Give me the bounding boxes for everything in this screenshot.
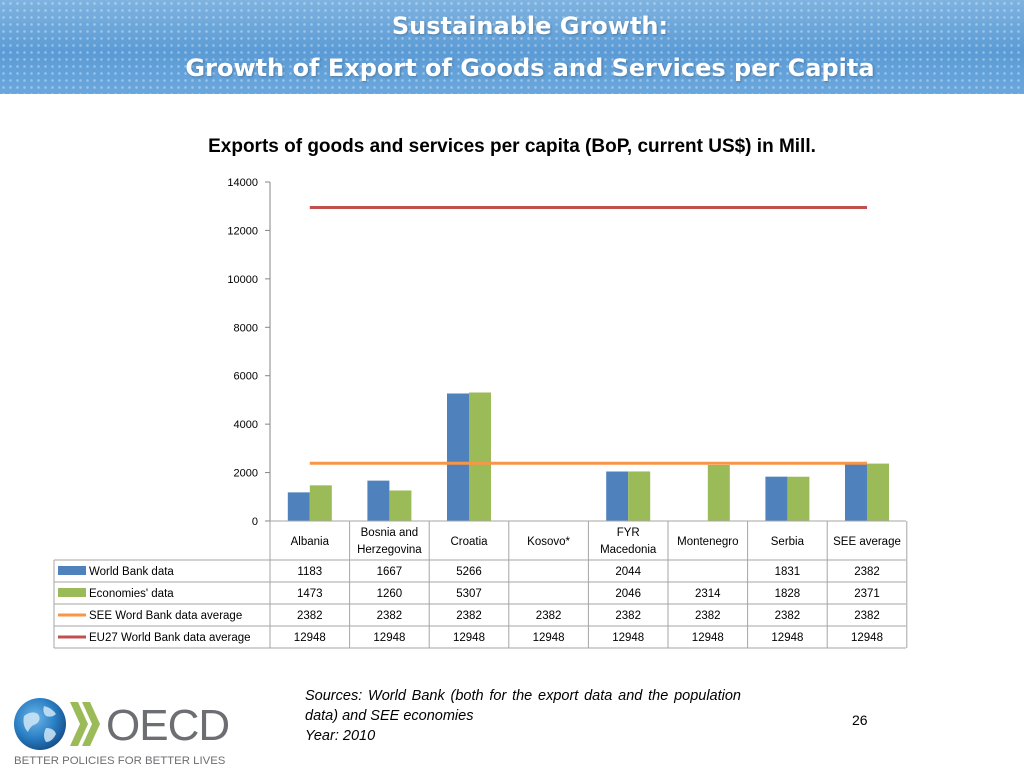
y-tick-label: 14000 xyxy=(227,177,258,189)
bar xyxy=(787,476,810,521)
year-text: Year: 2010 xyxy=(305,728,376,744)
category-label: Bosnia and xyxy=(361,527,419,539)
bar xyxy=(628,471,651,521)
data-value: 2382 xyxy=(854,566,880,578)
legend-label: EU27 World Bank data average xyxy=(89,632,251,644)
data-value: 2382 xyxy=(297,610,323,622)
oecd-logo: OECD BETTER POLICIES FOR BETTER LIVES xyxy=(14,698,230,767)
data-value: 1260 xyxy=(377,588,403,600)
bar xyxy=(367,480,390,521)
sources-text: Sources: World Bank (both for the export… xyxy=(305,688,741,724)
bar xyxy=(765,476,788,521)
bar xyxy=(867,463,889,521)
category-label: Serbia xyxy=(771,536,805,548)
data-value: 12948 xyxy=(612,632,644,644)
y-tick-label: 12000 xyxy=(227,225,258,237)
data-value: 1473 xyxy=(297,588,323,600)
category-label: FYR xyxy=(617,527,640,539)
bar xyxy=(389,490,412,521)
legend-label: World Bank data xyxy=(89,566,174,578)
data-value: 2314 xyxy=(695,588,721,600)
data-value: 2044 xyxy=(615,566,641,578)
y-tick-label: 10000 xyxy=(227,274,258,286)
category-label: Kosovo* xyxy=(527,536,570,548)
bar xyxy=(606,471,629,521)
data-value: 12948 xyxy=(373,632,405,644)
data-value: 5307 xyxy=(456,588,482,600)
data-value: 1183 xyxy=(297,566,322,578)
data-value: 1831 xyxy=(775,566,801,578)
slide-header: Sustainable Growth: Growth of Export of … xyxy=(0,0,1024,94)
category-label: Macedonia xyxy=(600,544,657,556)
data-value: 2382 xyxy=(536,610,562,622)
bar xyxy=(469,392,491,521)
legend-key xyxy=(58,588,86,597)
data-value: 5266 xyxy=(456,566,482,578)
globe-icon xyxy=(14,698,66,750)
data-value: 1667 xyxy=(377,566,403,578)
sources-note: Sources: World Bank (both for the export… xyxy=(305,686,741,746)
category-label: Montenegro xyxy=(677,536,738,548)
data-value: 2382 xyxy=(854,610,880,622)
y-tick-label: 8000 xyxy=(234,322,258,334)
slide-title-line1: Sustainable Growth: xyxy=(391,12,669,40)
category-label: Albania xyxy=(291,536,330,548)
y-tick-label: 0 xyxy=(252,516,258,528)
oecd-tagline: BETTER POLICIES FOR BETTER LIVES xyxy=(14,755,226,767)
data-value: 12948 xyxy=(851,632,883,644)
data-value: 1828 xyxy=(775,588,801,600)
page-number: 26 xyxy=(852,712,868,728)
bar xyxy=(287,492,310,521)
category-label: Croatia xyxy=(450,536,488,548)
category-label: Herzegovina xyxy=(357,544,422,556)
legend-label: SEE Word Bank data average xyxy=(89,610,242,622)
header-pattern xyxy=(0,0,1024,94)
data-value: 12948 xyxy=(533,632,565,644)
y-tick-label: 2000 xyxy=(234,468,258,480)
category-label: SEE average xyxy=(833,536,901,548)
chart-title: Exports of goods and services per capita… xyxy=(208,136,816,157)
data-value: 2371 xyxy=(854,588,880,600)
data-value: 2382 xyxy=(695,610,721,622)
data-value: 2382 xyxy=(456,610,482,622)
bar xyxy=(309,485,332,521)
legend-label: Economies' data xyxy=(89,588,174,600)
data-value: 2382 xyxy=(775,610,801,622)
oecd-wordmark: OECD xyxy=(106,701,229,750)
bar xyxy=(447,393,469,521)
data-value: 12948 xyxy=(294,632,326,644)
data-value: 2046 xyxy=(615,588,641,600)
y-tick-label: 6000 xyxy=(234,371,258,383)
bar xyxy=(707,464,730,521)
legend-key xyxy=(58,566,86,575)
export-chart: Exports of goods and services per capita… xyxy=(53,136,908,649)
data-value: 12948 xyxy=(771,632,803,644)
slide-title-line2: Growth of Export of Goods and Services p… xyxy=(185,54,875,82)
data-value: 2382 xyxy=(615,610,641,622)
data-value: 12948 xyxy=(692,632,724,644)
data-value: 12948 xyxy=(453,632,485,644)
data-value: 2382 xyxy=(377,610,403,622)
bar xyxy=(845,463,867,521)
y-tick-label: 4000 xyxy=(234,419,258,431)
chevrons-icon xyxy=(70,702,100,746)
